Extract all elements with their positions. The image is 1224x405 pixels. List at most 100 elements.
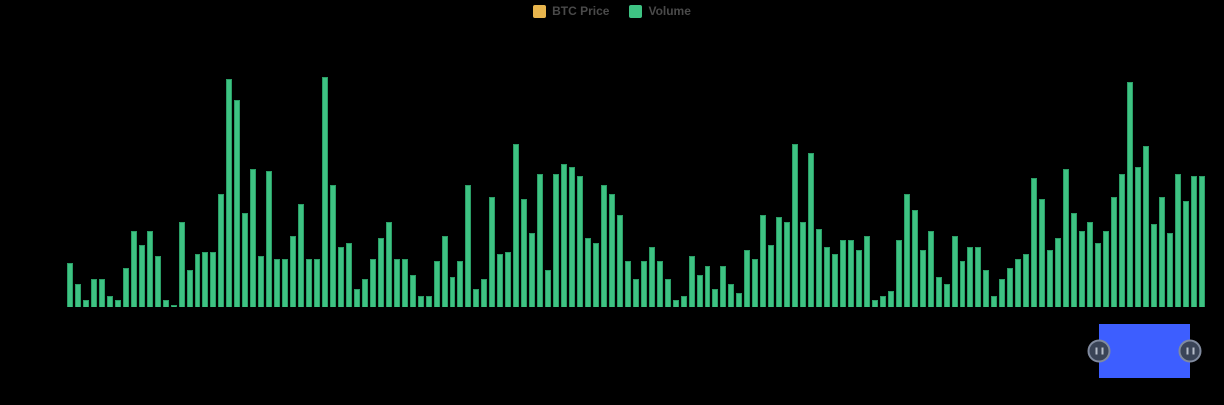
volume-bar [608,194,615,307]
volume-bar [449,277,456,307]
volume-bar [1118,173,1125,307]
volume-bar [457,261,464,307]
volume-bar [218,194,225,307]
volume-bar [664,279,671,307]
volume-bar [345,242,352,307]
volume-bar [1047,249,1054,307]
volume-bar [74,284,81,307]
volume-bar [704,265,711,307]
volume-bar [1071,212,1078,307]
chart-legend: BTC Price Volume [0,4,1224,18]
volume-bar [688,256,695,307]
volume-bar [903,194,910,307]
volume-bar [616,215,623,307]
volume-bar [911,210,918,307]
volume-bar [377,238,384,307]
volume-bar [521,198,528,307]
volume-bar [353,288,360,307]
volume-bar [1102,231,1109,307]
volume-bar [234,100,241,307]
volume-bar [951,235,958,307]
volume-bar [792,143,799,307]
volume-bar [489,196,496,307]
volume-bar [162,300,169,307]
volume-bar [784,221,791,307]
volume-bar [768,244,775,307]
volume-bar [839,240,846,307]
volume-bar [1079,231,1085,307]
volume-bar [632,279,639,307]
volume-bars [67,77,1205,307]
volume-bar [824,247,830,307]
volume-bar [656,261,663,307]
volume-bar [178,221,185,307]
volume-bar [545,270,552,307]
volume-bar [114,300,121,307]
legend-item-btc-price[interactable]: BTC Price [533,4,609,18]
volume-bar [409,274,416,307]
volume-bar [282,258,289,307]
volume-bar [561,164,568,307]
volume-bar [879,295,886,307]
volume-bar [266,171,273,307]
volume-bar [441,235,448,307]
volume-bar [401,258,408,307]
volume-bar [999,279,1006,307]
volume-bar [67,263,73,307]
volume-bar [640,261,647,307]
volume-bar [648,247,655,307]
volume-bar [680,295,687,307]
volume-bar [895,240,902,307]
volume-bar [1039,198,1046,307]
volume-bar [569,166,575,307]
legend-item-volume[interactable]: Volume [629,4,691,18]
volume-bar [584,238,591,307]
volume-bar [170,304,177,307]
volume-bar [497,254,504,307]
volume-bar [290,235,297,307]
datazoom-right-handle[interactable] [1178,339,1202,363]
volume-bar [210,251,217,307]
volume-bar [696,274,703,307]
volume-bar [1110,196,1117,307]
volume-bar [1198,175,1205,307]
volume-bar [720,265,727,307]
volume-bar [1031,178,1038,307]
volume-bar [1007,267,1014,307]
volume-bar [465,185,472,307]
volume-bar [975,247,982,307]
volume-bar [855,249,862,307]
volume-bar [847,240,854,307]
datazoom-left-handle[interactable] [1087,339,1111,363]
volume-bar [369,258,376,307]
volume-bar [130,231,137,307]
volume-bar [1158,196,1165,307]
volume-bar [1094,242,1101,307]
volume-bar [728,284,735,307]
volume-bar [537,173,544,307]
volume-bar [385,221,392,307]
volume-bar [816,228,823,307]
volume-bar [1182,201,1189,307]
datazoom-window[interactable] [1087,324,1202,378]
volume-bar [1134,166,1141,307]
volume-bar [274,258,281,307]
volume-bar [832,254,838,307]
volume-bar [146,231,153,307]
volume-bar [1166,233,1173,307]
drag-grip-icon [1095,347,1103,355]
volume-bar [106,295,113,307]
volume-bar [298,203,305,307]
volume-bar [1023,254,1030,307]
volume-bar [991,295,998,307]
volume-bar [1063,169,1070,307]
volume-bar [473,288,480,307]
volume-bar [154,256,161,307]
volume-bar [393,258,400,307]
volume-bar [1150,224,1157,307]
volume-legend-swatch-icon [629,4,643,18]
volume-bar [736,293,743,307]
volume-bar [306,258,313,307]
volume-bar [417,295,424,307]
volume-bar [919,249,926,307]
